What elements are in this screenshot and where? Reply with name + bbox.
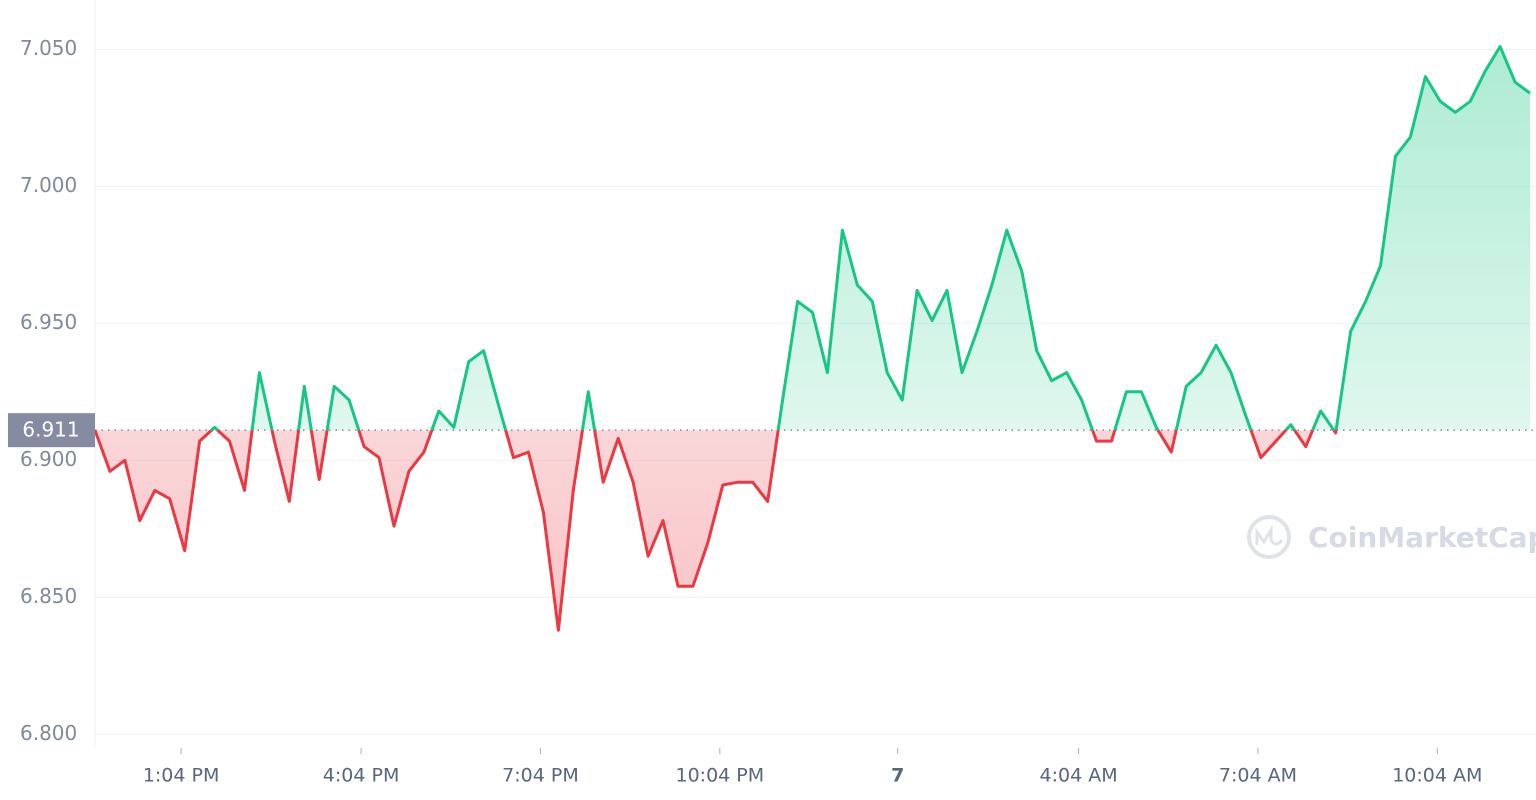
- x-tick-label: 7:04 AM: [1219, 765, 1297, 787]
- y-tick-label: 7.000: [20, 173, 77, 197]
- baseline-badge: [8, 413, 95, 448]
- price-line-up: [95, 45, 1531, 431]
- x-tick-label: 7: [891, 765, 904, 787]
- watermark: CoinMarketCap: [1308, 521, 1536, 554]
- x-tick-label: 1:04 PM: [143, 765, 220, 787]
- x-tick-label: 7:04 PM: [502, 765, 579, 787]
- x-tick-label: 4:04 PM: [323, 765, 400, 787]
- x-tick-label: 10:04 AM: [1392, 765, 1482, 787]
- baseline-label: 6.911: [22, 418, 79, 442]
- y-tick-label: 6.850: [20, 584, 77, 608]
- x-tick-label: 4:04 AM: [1040, 765, 1118, 787]
- y-tick-label: 7.050: [20, 36, 77, 60]
- y-tick-label: 6.800: [20, 721, 77, 745]
- x-tick-label: 10:04 PM: [675, 765, 764, 787]
- logo: [1247, 515, 1291, 559]
- y-tick-label: 6.900: [20, 447, 77, 471]
- area-up: [95, 46, 1530, 431]
- y-tick-label: 6.950: [20, 310, 77, 334]
